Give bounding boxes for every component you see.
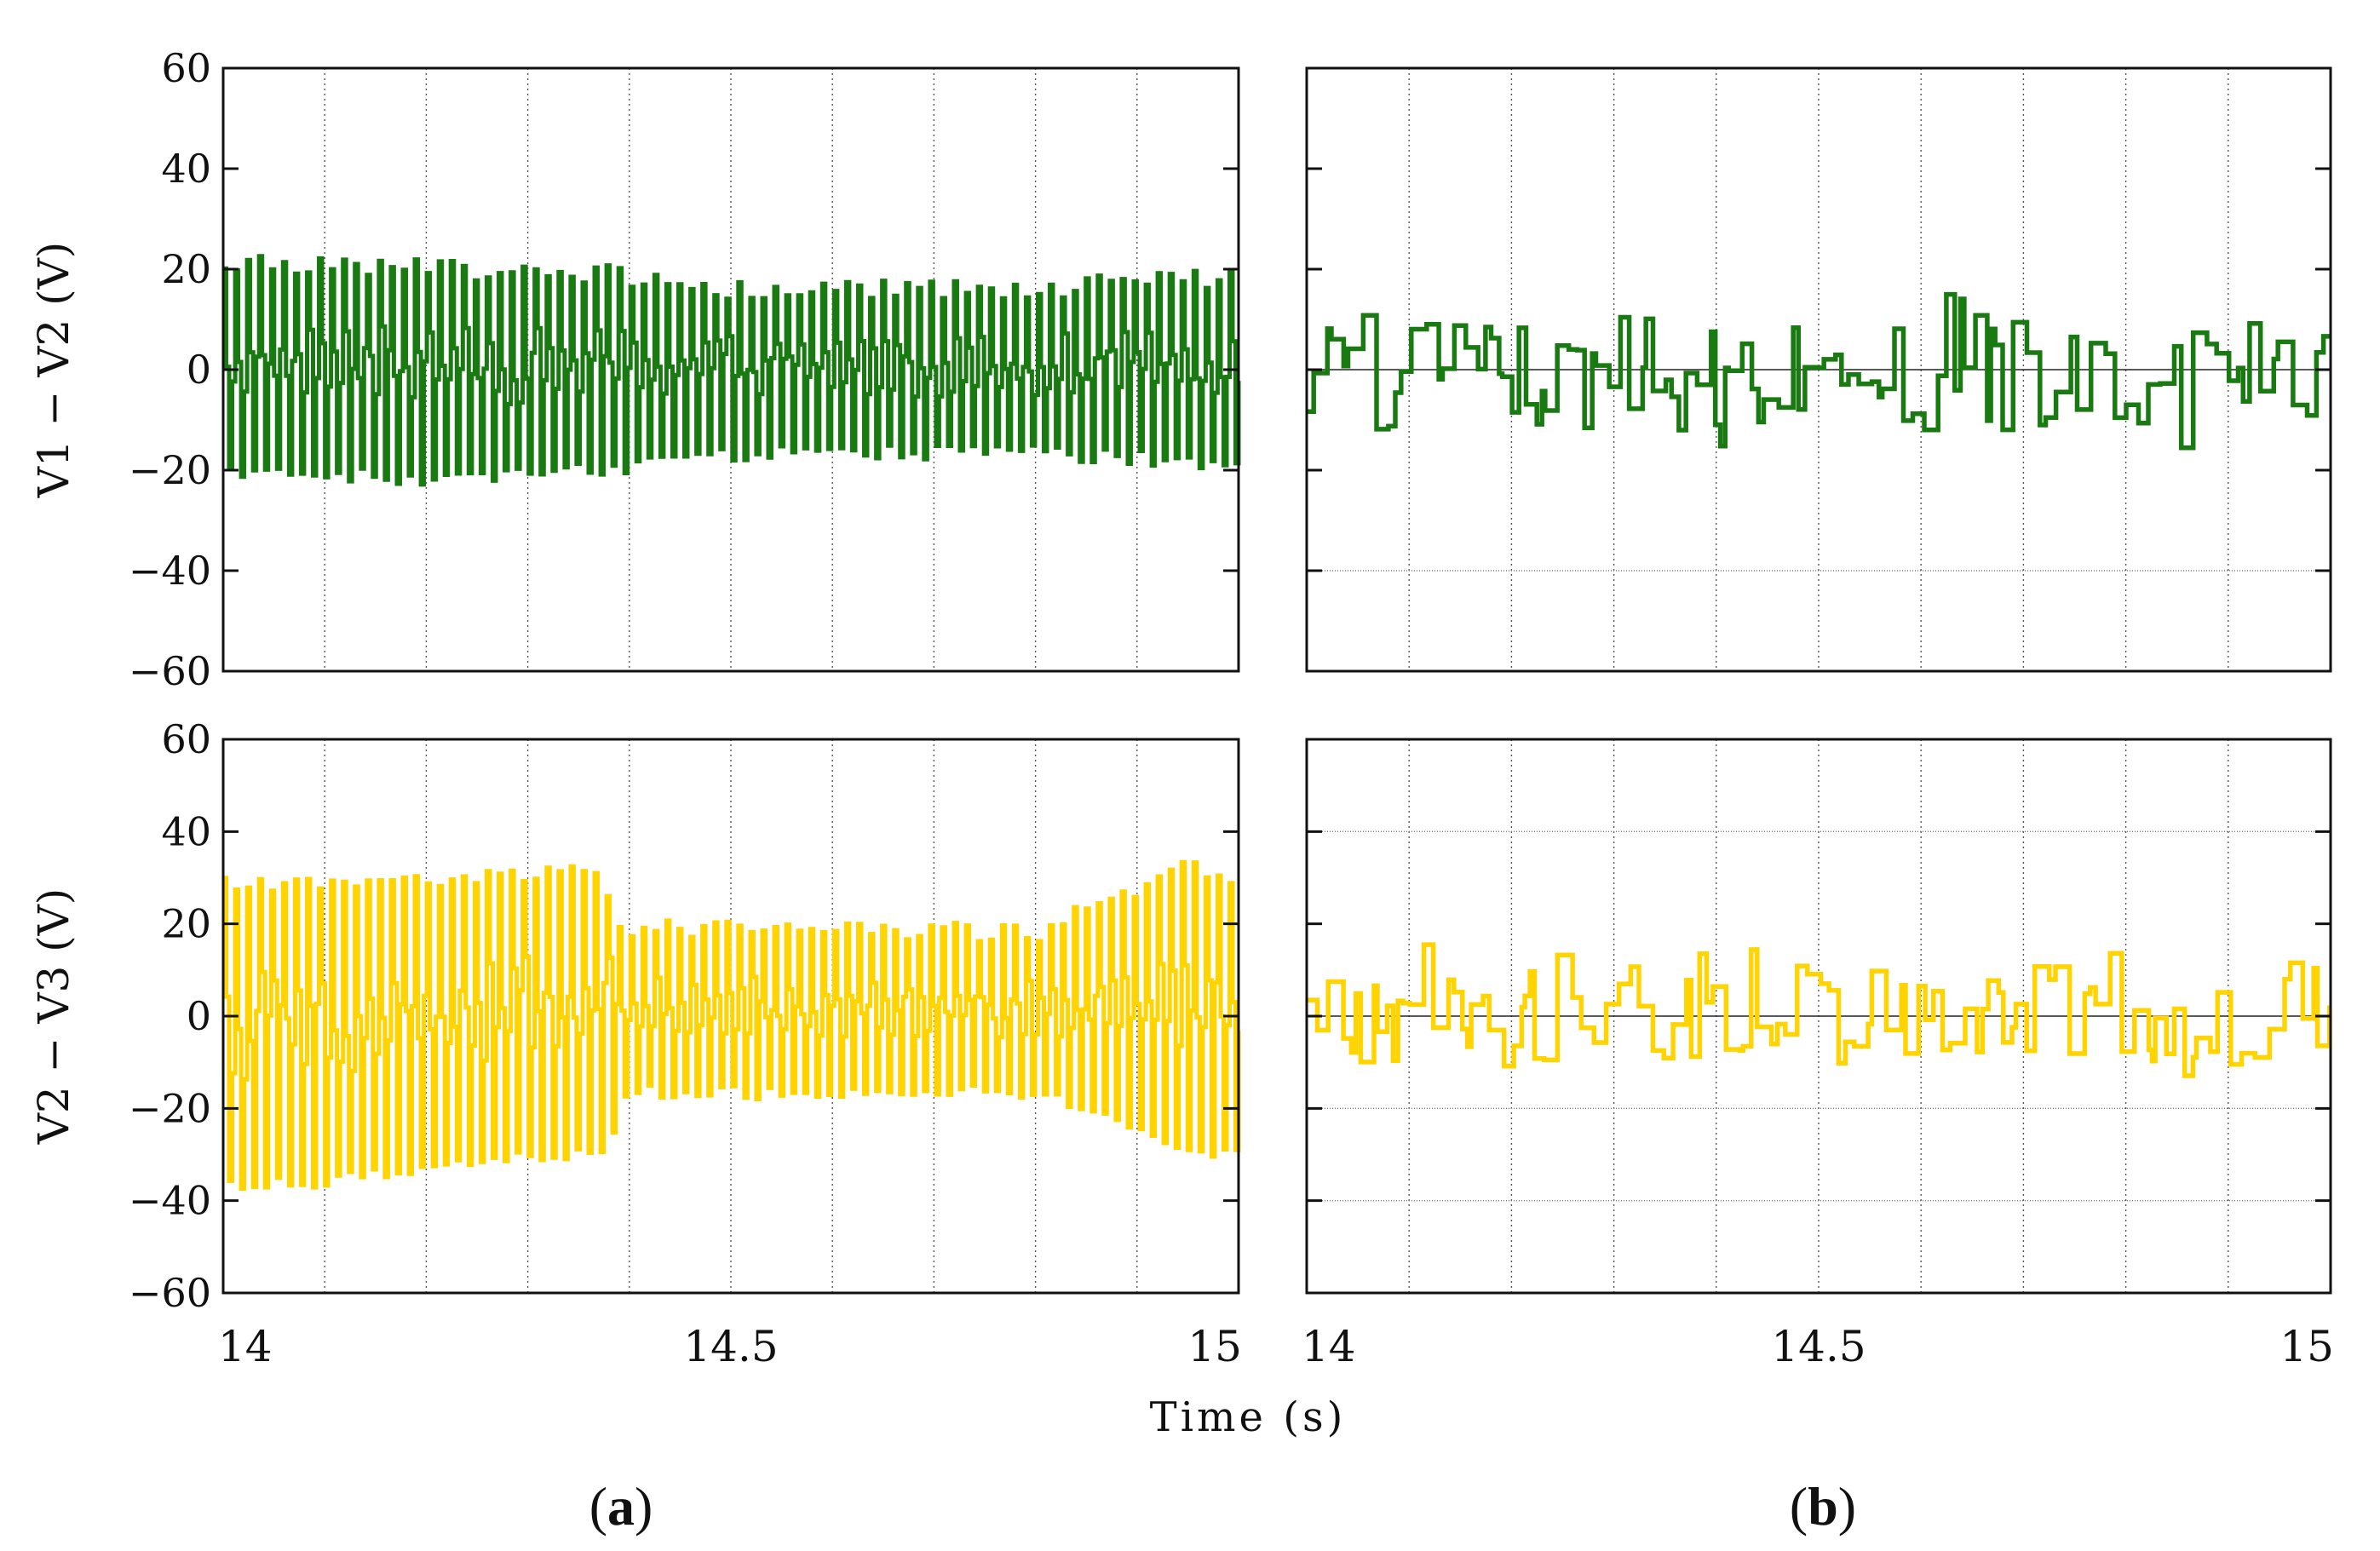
y-tick-label: 0 bbox=[187, 347, 211, 393]
x-tick-label: 15 bbox=[2279, 1322, 2334, 1371]
x-tick-label: 15 bbox=[1187, 1322, 1242, 1371]
y-tick-label: 60 bbox=[161, 45, 211, 91]
chart-b-top bbox=[1305, 66, 2332, 673]
panel-label-a: (a) bbox=[589, 1476, 653, 1537]
chart-b-bottom: 14 14.5 15 bbox=[1302, 738, 2334, 1371]
panel-label-b-letter: b bbox=[1808, 1476, 1838, 1537]
x-axis-label: Time (s) bbox=[1150, 1393, 1347, 1441]
x-tick-label: 14 bbox=[218, 1322, 273, 1371]
y-tick-label: −40 bbox=[129, 1178, 211, 1224]
y-tick-label: −60 bbox=[129, 1270, 211, 1316]
y-axis-label-a-top: V1 − V2 (V) bbox=[29, 242, 78, 499]
panel-label-a-letter: a bbox=[607, 1476, 635, 1537]
y-tick-label: 20 bbox=[161, 901, 211, 947]
y-tick-label: −60 bbox=[129, 648, 211, 694]
y-tick-label: 60 bbox=[161, 716, 211, 762]
series-line-b-top bbox=[1307, 291, 2331, 451]
series-line-a-top bbox=[223, 254, 1241, 487]
y-tick-label: −40 bbox=[129, 548, 211, 594]
chart-a-top: 60 40 20 0 −20 −40 −60 V1 − V2 (V) bbox=[29, 45, 1241, 694]
y-tick-label: 20 bbox=[161, 246, 211, 292]
y-tick-label: 40 bbox=[161, 808, 211, 854]
x-tick-label: 14.5 bbox=[683, 1322, 778, 1371]
series-line-b-bottom bbox=[1307, 942, 2332, 1078]
x-tick-label: 14.5 bbox=[1771, 1322, 1865, 1371]
panel-label-b: (b) bbox=[1790, 1476, 1856, 1537]
y-tick-label: −20 bbox=[129, 1085, 211, 1131]
series-line-a-bottom bbox=[223, 859, 1241, 1192]
x-tick-label: 14 bbox=[1302, 1322, 1356, 1371]
charts-layer: 60 40 20 0 −20 −40 −60 V1 − V2 (V) 60 40 20 0 −20 −40… bbox=[29, 45, 2334, 1371]
y-tick-label: 40 bbox=[161, 146, 211, 192]
y-tick-label: 0 bbox=[187, 993, 211, 1039]
y-tick-label: −20 bbox=[129, 447, 211, 493]
y-axis-label-a-bottom: V2 − V3 (V) bbox=[29, 888, 78, 1146]
